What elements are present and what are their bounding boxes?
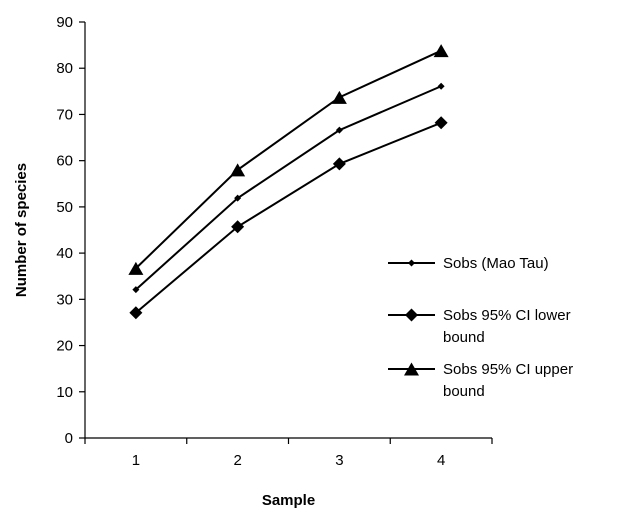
y-tick-label: 70 bbox=[56, 106, 73, 123]
data-point bbox=[234, 194, 242, 202]
x-tick-label: 4 bbox=[437, 452, 445, 469]
legend-item: Sobs 95% CI upper bound bbox=[388, 361, 573, 400]
y-tick-label: 90 bbox=[56, 14, 73, 31]
legend-marker bbox=[408, 259, 415, 267]
y-axis-title: Number of species bbox=[13, 163, 30, 297]
x-tick-label: 1 bbox=[132, 452, 140, 469]
data-point bbox=[230, 163, 246, 177]
data-point bbox=[433, 44, 449, 58]
series-3 bbox=[128, 44, 449, 275]
x-tick-label: 3 bbox=[335, 452, 343, 469]
y-tick-label: 60 bbox=[56, 153, 73, 170]
data-point bbox=[332, 157, 346, 171]
legend-label: Sobs 95% CI lower bbox=[443, 307, 571, 324]
legend-item: Sobs (Mao Tau) bbox=[388, 255, 549, 272]
data-point bbox=[231, 220, 245, 234]
legend-item: Sobs 95% CI lower bound bbox=[388, 307, 571, 346]
data-point bbox=[129, 306, 143, 320]
x-axis-title: Sample bbox=[262, 492, 315, 509]
axes: 0 10 20 30 40 50 60 70 80 90 1 2 3 4 bbox=[56, 14, 493, 469]
series-line bbox=[135, 121, 442, 314]
y-tick-label: 30 bbox=[56, 291, 73, 308]
series-1 bbox=[132, 82, 445, 294]
y-tick-label: 0 bbox=[65, 430, 73, 447]
series-line bbox=[135, 85, 442, 291]
data-point bbox=[437, 82, 445, 90]
data-point bbox=[132, 286, 140, 294]
y-tick-label: 20 bbox=[56, 338, 73, 355]
y-tick-label: 10 bbox=[56, 384, 73, 401]
legend-marker bbox=[404, 362, 419, 376]
legend-label: Sobs (Mao Tau) bbox=[443, 255, 549, 272]
legend-marker bbox=[405, 308, 418, 322]
series-line bbox=[135, 49, 442, 270]
y-tick-label: 40 bbox=[56, 245, 73, 262]
legend-label: Sobs 95% CI upper bbox=[443, 361, 573, 378]
legend-label: bound bbox=[443, 329, 485, 346]
series-2 bbox=[129, 116, 448, 320]
data-point bbox=[335, 126, 343, 134]
data-point bbox=[331, 90, 347, 104]
data-point bbox=[128, 261, 144, 275]
legend-label: bound bbox=[443, 383, 485, 400]
data-point bbox=[434, 116, 448, 130]
y-tick-label: 80 bbox=[56, 60, 73, 77]
series-layer bbox=[128, 44, 449, 320]
legend: Sobs (Mao Tau)Sobs 95% CI lowerboundSobs… bbox=[388, 255, 573, 400]
x-tick-label: 2 bbox=[233, 452, 241, 469]
y-tick-label: 50 bbox=[56, 199, 73, 216]
